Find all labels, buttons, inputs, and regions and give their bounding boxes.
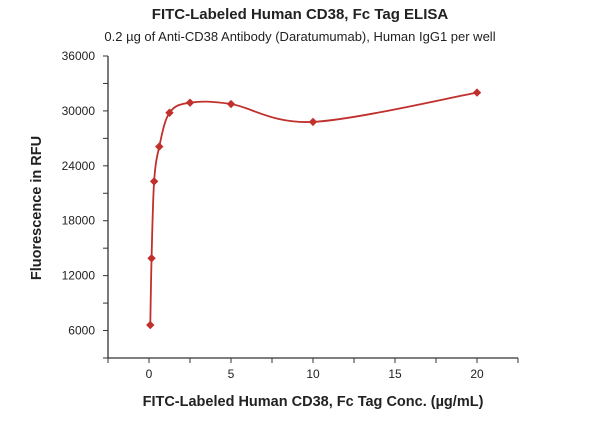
y-tick-label: 36000 bbox=[62, 49, 96, 63]
y-tick-label: 30000 bbox=[62, 104, 96, 118]
data-point bbox=[147, 254, 156, 263]
fit-curve bbox=[149, 91, 478, 326]
data-point bbox=[308, 117, 318, 127]
x-tick-label: 10 bbox=[306, 367, 320, 381]
data-point bbox=[185, 98, 195, 107]
data-point bbox=[226, 99, 236, 109]
chart-title: FITC-Labeled Human CD38, Fc Tag ELISA bbox=[151, 6, 449, 23]
data-point bbox=[165, 108, 174, 117]
y-tick-label: 24000 bbox=[62, 159, 96, 173]
x-tick-label: 20 bbox=[470, 367, 484, 381]
y-tick-label: 6000 bbox=[68, 324, 95, 338]
x-tick-label: 15 bbox=[388, 367, 402, 381]
data-point bbox=[149, 177, 159, 186]
x-tick-label: 5 bbox=[228, 367, 235, 381]
data-point bbox=[155, 142, 164, 151]
x-tick-label: 0 bbox=[146, 367, 153, 381]
data-point bbox=[472, 88, 482, 97]
y-tick-label: 18000 bbox=[62, 214, 96, 228]
y-tick-label: 12000 bbox=[62, 269, 96, 283]
data-point bbox=[146, 320, 155, 330]
x-axis-label: FITC-Labeled Human CD38, Fc Tag Conc. (µ… bbox=[142, 394, 484, 410]
chart-subtitle: 0.2 µg of Anti-CD38 Antibody (Daratumuma… bbox=[104, 29, 496, 44]
